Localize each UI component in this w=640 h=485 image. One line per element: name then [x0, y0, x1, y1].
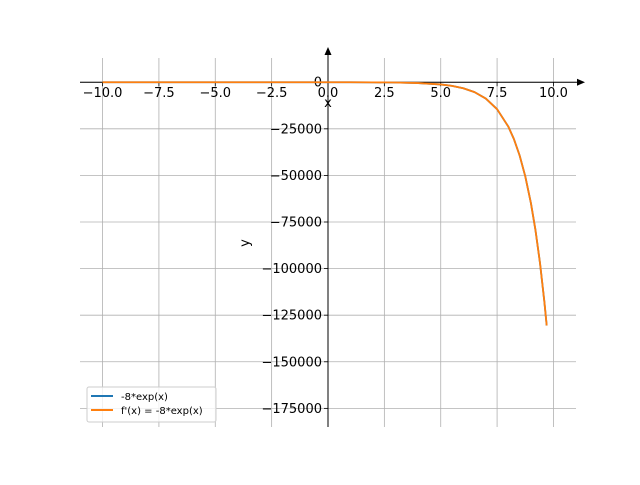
x-tick-label: −7.5 — [143, 86, 175, 101]
plot-lines — [102, 81, 548, 326]
y-tick-label: −25000 — [270, 122, 322, 137]
x-tick-label: 7.5 — [487, 86, 508, 101]
legend-label-2: f'(x) = -8*exp(x) — [121, 406, 203, 417]
y-tick-label: −100000 — [261, 262, 322, 277]
x-tick-label: −5.0 — [199, 86, 231, 101]
x-tick-label: 0.0 — [318, 86, 339, 101]
legend-box — [86, 386, 217, 423]
y-tick-label: 0 — [314, 76, 322, 91]
legend-label-1: -8*exp(x) — [121, 392, 168, 403]
x-ticks: −10.0 −7.5 −5.0 −2.5 0.0 2.5 5.0 7.5 10.0 — [83, 82, 568, 101]
series-line-1 — [102, 81, 548, 326]
y-tick-label: −75000 — [270, 216, 322, 231]
x-tick-label: 5.0 — [430, 86, 451, 101]
y-ticks: 0 −25000 −50000 −75000 −100000 −125000 −150000… — [261, 76, 328, 417]
y-tick-label: −150000 — [261, 355, 322, 370]
legend: -8*exp(x) f'(x) = -8*exp(x) — [86, 386, 217, 423]
y-tick-label: −125000 — [261, 309, 322, 324]
y-axis-arrow — [324, 47, 332, 55]
y-tick-label: −50000 — [270, 169, 322, 184]
x-tick-label: 10.0 — [539, 86, 568, 101]
y-tick-label: −175000 — [261, 402, 322, 417]
x-axis-label: x — [324, 96, 332, 111]
x-tick-label: −10.0 — [83, 86, 123, 101]
series-line-2 — [102, 81, 548, 326]
x-tick-label: 2.5 — [374, 86, 395, 101]
x-axis-arrow — [577, 78, 585, 86]
axes — [80, 47, 585, 427]
x-tick-label: −2.5 — [256, 86, 288, 101]
y-axis-label: y — [238, 239, 253, 247]
